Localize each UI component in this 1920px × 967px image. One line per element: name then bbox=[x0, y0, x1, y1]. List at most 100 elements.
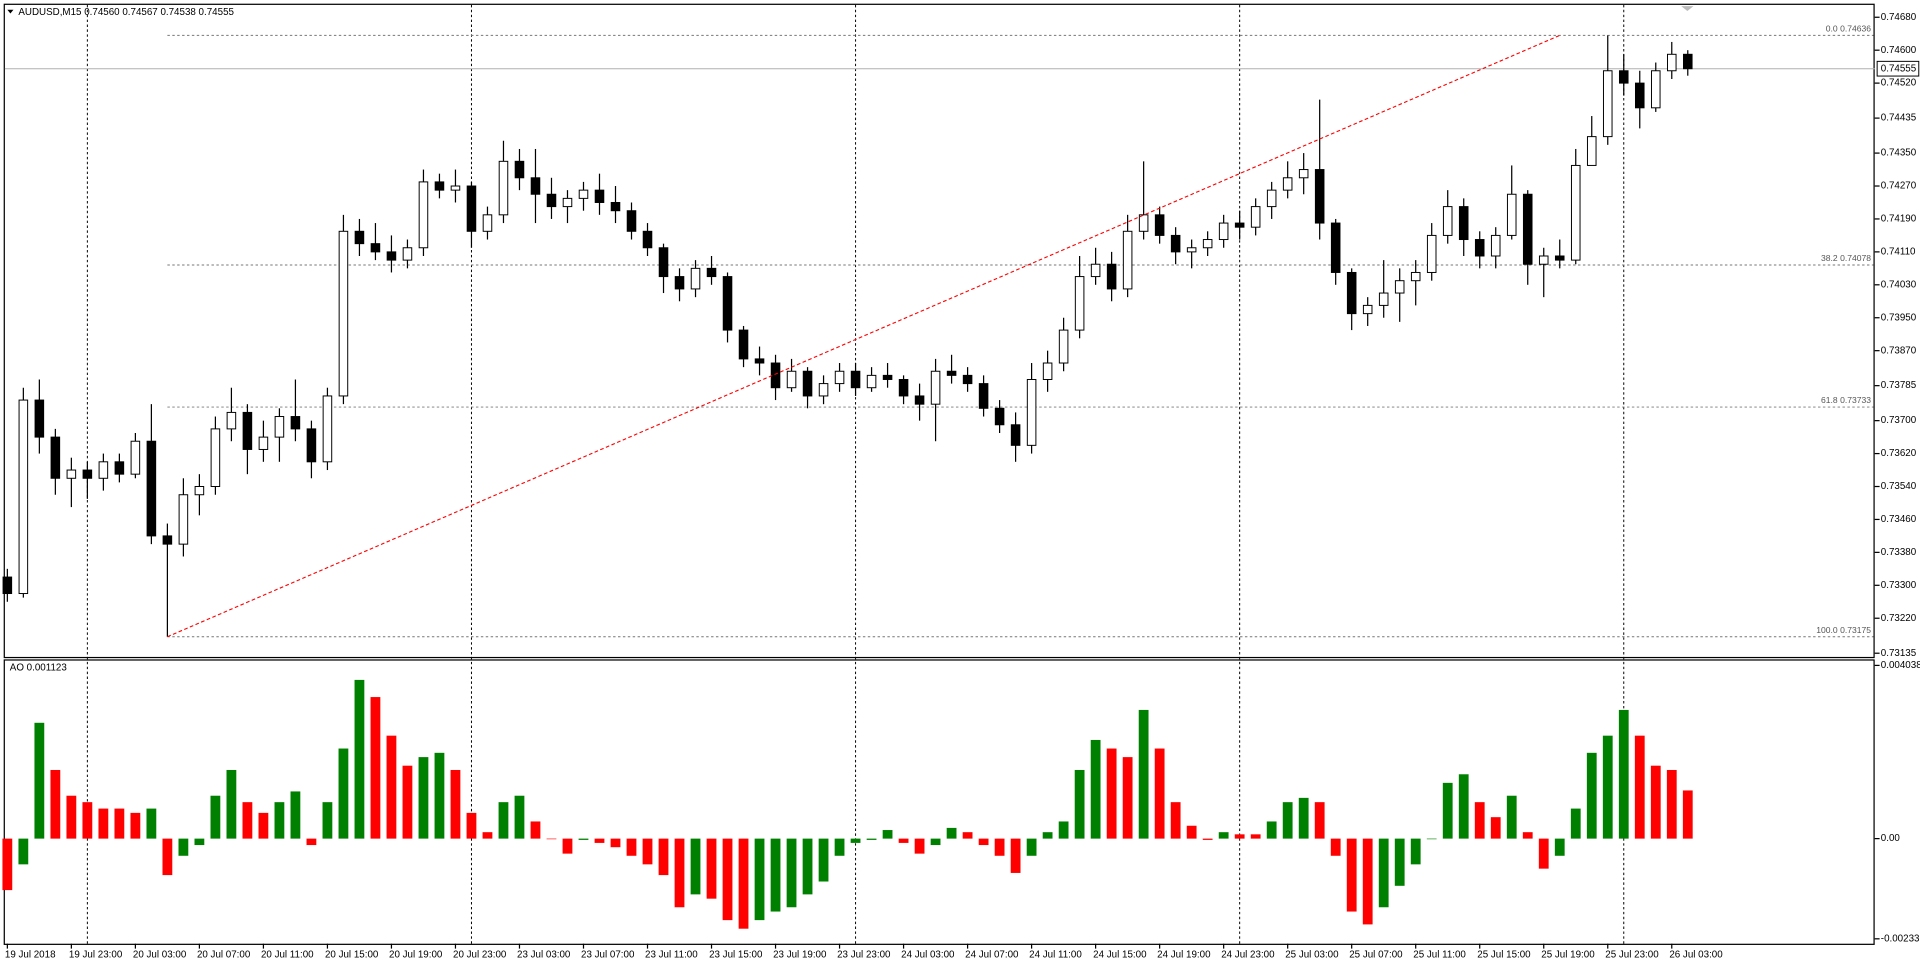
candle-body bbox=[882, 374, 893, 380]
candle-body bbox=[498, 160, 509, 216]
candle-body bbox=[562, 197, 573, 208]
candle-body bbox=[50, 436, 61, 479]
fib-label: 100.0 0.73175 bbox=[1816, 625, 1871, 635]
ao-bar bbox=[146, 808, 157, 839]
y-tick-label: 0.73700 bbox=[1881, 415, 1917, 426]
candle-body bbox=[82, 469, 93, 479]
y-tick-label: 0.73950 bbox=[1881, 312, 1917, 323]
candle-body bbox=[114, 461, 125, 475]
ao-bar bbox=[578, 838, 589, 840]
x-tick-label: 25 Jul 11:00 bbox=[1413, 949, 1466, 960]
y-tick-label: 0.73220 bbox=[1881, 613, 1917, 624]
candle-body bbox=[130, 440, 141, 475]
ao-bar bbox=[1458, 774, 1469, 839]
candle-body bbox=[610, 201, 621, 212]
x-tick-label: 24 Jul 15:00 bbox=[1093, 949, 1147, 960]
candle-body bbox=[1346, 271, 1357, 315]
candle-body bbox=[642, 230, 653, 249]
y-tick-label: 0.004038 bbox=[1881, 660, 1920, 671]
candle-body bbox=[530, 177, 541, 195]
candle-body bbox=[434, 181, 445, 191]
x-tick-label: 25 Jul 23:00 bbox=[1605, 949, 1659, 960]
x-tick-label: 25 Jul 07:00 bbox=[1349, 949, 1403, 960]
ao-bar bbox=[690, 838, 701, 895]
ao-bar bbox=[562, 838, 573, 854]
candle-body bbox=[1426, 234, 1437, 273]
candle-body bbox=[1394, 280, 1405, 294]
ao-bar bbox=[1602, 735, 1613, 839]
candle-body bbox=[818, 383, 829, 397]
ao-bar bbox=[1586, 752, 1597, 839]
ao-bar bbox=[1090, 739, 1101, 839]
candle-body bbox=[1522, 193, 1533, 265]
ao-bar bbox=[738, 838, 749, 929]
ao-bar bbox=[402, 765, 413, 839]
candle-body bbox=[322, 395, 333, 463]
chart-title: AUDUSD,M15 0.74560 0.74567 0.74538 0.745… bbox=[18, 7, 234, 18]
collapse-arrow[interactable] bbox=[7, 9, 14, 14]
ao-title: AO 0.001123 bbox=[10, 663, 68, 674]
ao-bar bbox=[1538, 838, 1549, 869]
ao-bar bbox=[418, 757, 429, 839]
candle-body bbox=[258, 436, 269, 450]
ao-bar bbox=[802, 838, 813, 895]
ao-bar bbox=[1506, 795, 1517, 839]
ao-bar bbox=[1074, 769, 1085, 839]
ao-bar bbox=[450, 769, 461, 839]
ao-bar bbox=[1346, 838, 1357, 912]
x-tick-label: 20 Jul 03:00 bbox=[133, 949, 187, 960]
candle-body bbox=[1314, 169, 1325, 224]
candle-body bbox=[594, 189, 605, 203]
candle-body bbox=[978, 383, 989, 409]
x-tick-label: 23 Jul 19:00 bbox=[773, 949, 827, 960]
candle-body bbox=[866, 374, 877, 389]
y-tick-label: 0.74190 bbox=[1881, 214, 1917, 225]
ao-bar bbox=[786, 838, 797, 908]
x-tick-label: 20 Jul 07:00 bbox=[197, 949, 251, 960]
candle-body bbox=[914, 395, 925, 405]
candle-body bbox=[674, 276, 685, 290]
ao-bar bbox=[482, 832, 493, 839]
candle-body bbox=[850, 370, 861, 389]
ao-bar bbox=[1666, 769, 1677, 839]
x-tick-label: 25 Jul 15:00 bbox=[1477, 949, 1531, 960]
candle-body bbox=[514, 160, 525, 179]
ao-bar bbox=[1234, 834, 1245, 839]
ao-bar bbox=[1138, 709, 1149, 839]
x-tick-label: 23 Jul 11:00 bbox=[645, 949, 698, 960]
candle-body bbox=[290, 416, 301, 430]
ao-bar bbox=[1378, 838, 1389, 908]
ao-bar bbox=[994, 838, 1005, 856]
candle-body bbox=[418, 181, 429, 249]
candle-body bbox=[34, 399, 45, 438]
ao-bar bbox=[1170, 802, 1181, 839]
candle-body bbox=[18, 399, 29, 595]
candle-body bbox=[194, 486, 205, 496]
shift-marker[interactable] bbox=[1681, 6, 1694, 12]
bid-label: 0.74555 bbox=[1881, 63, 1917, 74]
candle-body bbox=[1474, 239, 1485, 257]
y-tick-label: 0.73300 bbox=[1881, 580, 1917, 591]
candle-body bbox=[1442, 206, 1453, 236]
candle-body bbox=[930, 370, 941, 405]
ao-bar bbox=[322, 802, 333, 839]
x-tick-label: 23 Jul 03:00 bbox=[517, 949, 571, 960]
ao-bar bbox=[290, 791, 301, 839]
x-tick-label: 23 Jul 07:00 bbox=[581, 949, 635, 960]
ao-bar bbox=[914, 838, 925, 854]
x-tick-label: 20 Jul 11:00 bbox=[261, 949, 314, 960]
ao-bar bbox=[962, 832, 973, 839]
x-tick-label: 24 Jul 19:00 bbox=[1157, 949, 1211, 960]
ao-bar bbox=[722, 838, 733, 921]
ao-bar bbox=[930, 838, 941, 846]
ao-bar bbox=[1282, 802, 1293, 839]
candle-body bbox=[546, 193, 557, 208]
ao-bar bbox=[770, 838, 781, 912]
candle-body bbox=[578, 189, 589, 199]
ao-bar bbox=[1010, 838, 1021, 873]
candle-body bbox=[1490, 234, 1501, 257]
candle-body bbox=[1682, 53, 1693, 70]
ao-bar bbox=[1426, 838, 1437, 840]
candle-body bbox=[1538, 255, 1549, 265]
ao-bar bbox=[978, 838, 989, 846]
